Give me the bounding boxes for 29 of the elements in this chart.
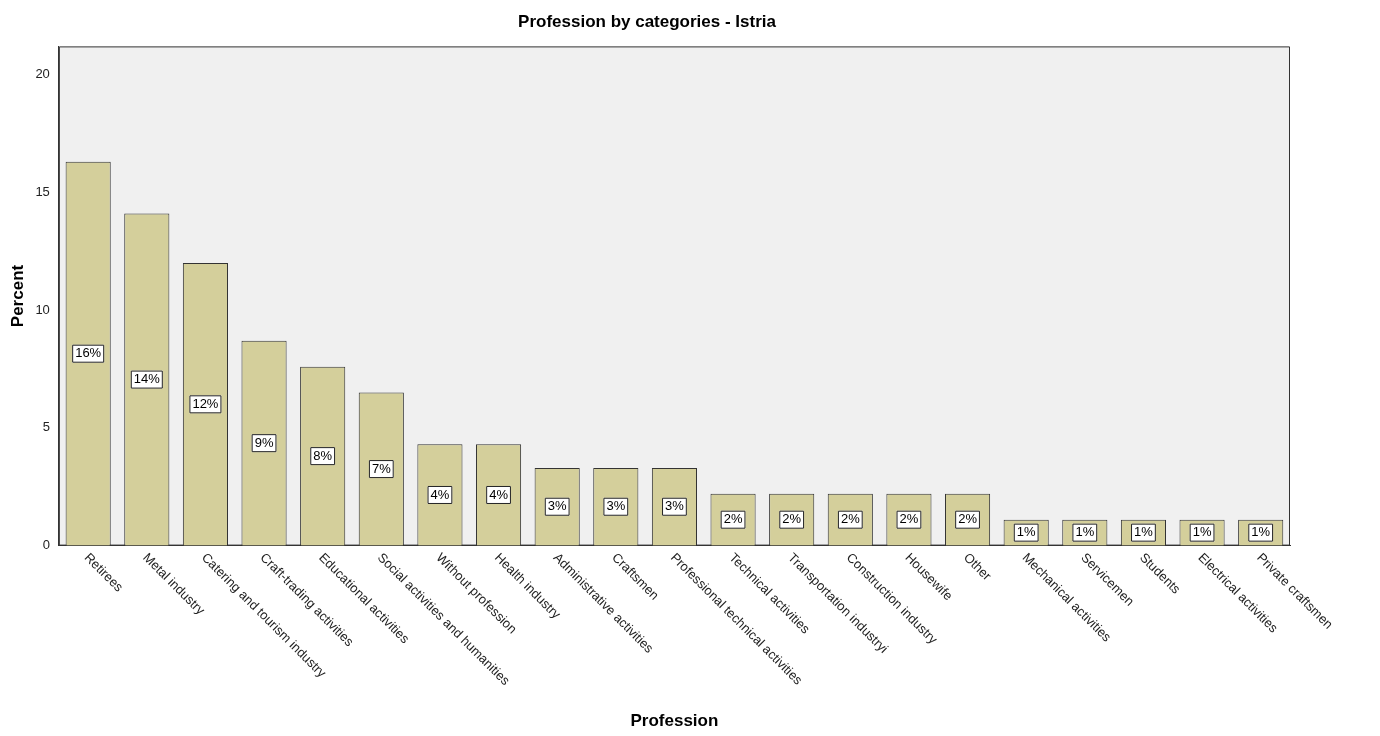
y-axis-title: Percent: [7, 264, 27, 328]
y-tick-label: 0: [42, 537, 50, 553]
data-label: 4%: [430, 486, 450, 502]
data-label: 2%: [782, 511, 802, 527]
data-label: 7%: [371, 460, 392, 476]
data-label: 1%: [1251, 524, 1271, 540]
data-label: 3%: [547, 498, 568, 514]
data-label: 8%: [313, 447, 333, 463]
data-label: 3%: [606, 498, 626, 514]
y-tick-label: 10: [35, 301, 50, 317]
data-label: 2%: [840, 511, 861, 527]
data-label: 12%: [192, 395, 219, 411]
data-label: 14%: [133, 371, 161, 387]
y-tick-label: 20: [35, 66, 50, 82]
chart-title: Profession by categories - Istria: [518, 11, 777, 31]
data-label: 16%: [75, 345, 102, 361]
data-label: 1%: [1192, 524, 1212, 540]
data-label: 9%: [254, 434, 274, 450]
data-label: 1%: [1016, 524, 1037, 540]
data-label: 2%: [899, 511, 919, 527]
data-label: 2%: [958, 511, 978, 527]
data-label: 2%: [723, 511, 743, 527]
y-tick-label: 5: [42, 419, 50, 435]
data-label: 1%: [1134, 524, 1154, 540]
data-label: 1%: [1075, 524, 1095, 540]
data-label: 4%: [489, 486, 509, 502]
x-axis-title: Profession: [630, 711, 719, 731]
data-label: 3%: [665, 498, 685, 514]
y-tick-label: 15: [35, 183, 50, 199]
